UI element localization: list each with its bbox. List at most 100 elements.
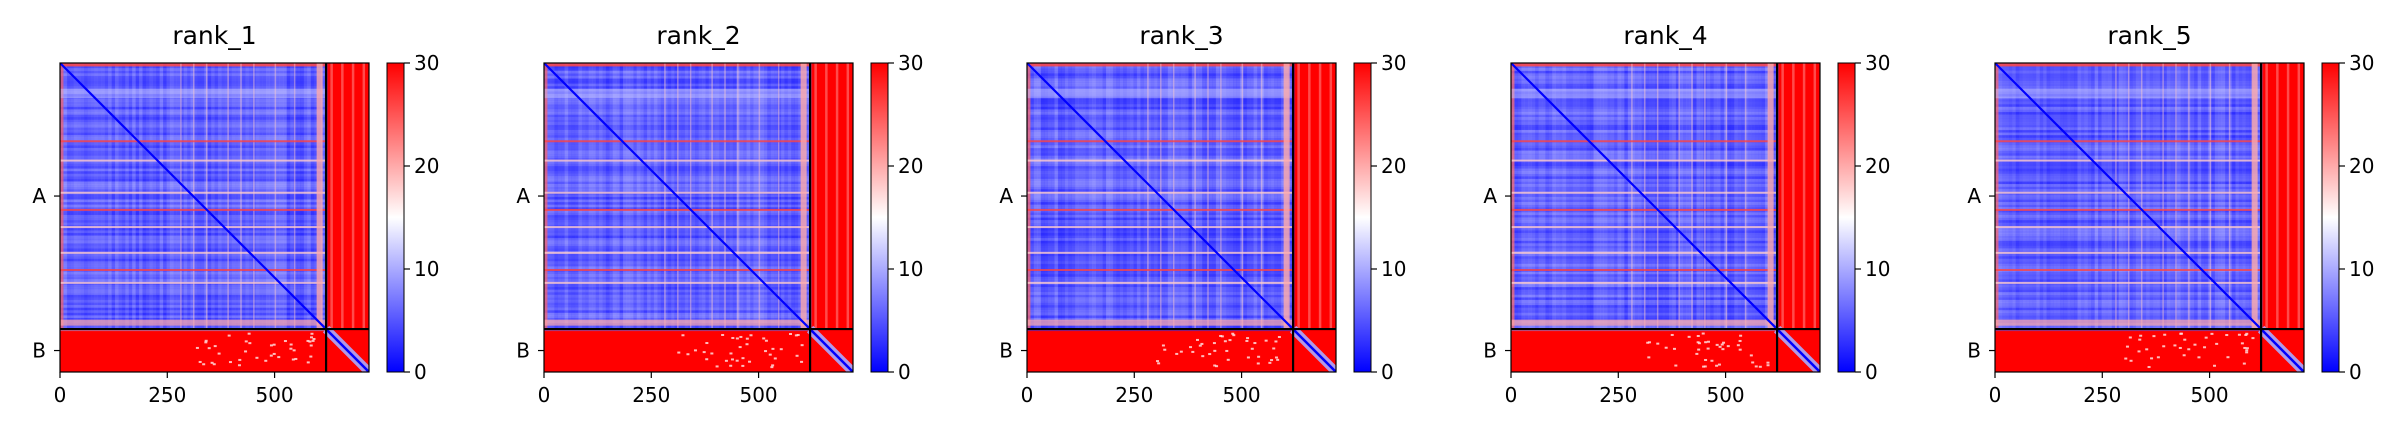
chain-a-row — [544, 284, 811, 288]
inter-dot — [2226, 356, 2230, 359]
inter-dot — [800, 360, 804, 363]
chain-a-col — [2101, 63, 2106, 330]
chain-a-row — [544, 317, 811, 321]
chain-a-col — [87, 63, 92, 330]
inter-dot — [264, 359, 268, 362]
chain-a-col — [1123, 63, 1127, 330]
chain-a-row — [1995, 325, 2262, 329]
chain-a-col — [561, 63, 565, 330]
chain-a-row — [1995, 317, 2262, 321]
chain-a-col — [2166, 63, 2171, 330]
chain-a-col — [217, 63, 222, 330]
chain-a-col — [612, 63, 617, 330]
light-row — [544, 191, 811, 194]
chain-a-row — [1995, 240, 2262, 244]
chain-a-col — [2005, 63, 2010, 330]
chain-a-col — [1246, 63, 1251, 330]
chain-a-row — [1511, 81, 1778, 84]
chain-a-row — [1511, 114, 1778, 118]
chain-a-col — [1047, 63, 1052, 330]
chain-a-col — [1531, 63, 1536, 330]
inter-dot — [1175, 352, 1179, 355]
inter-dot — [2213, 364, 2217, 367]
chain-a-row — [1995, 68, 2262, 72]
chain-a-col — [1154, 63, 1158, 330]
light-col — [664, 63, 666, 330]
diagonal-a — [60, 63, 327, 330]
chain-a-row — [60, 186, 327, 190]
chain-a-col — [142, 63, 147, 330]
chain-a-col — [1662, 63, 1666, 330]
light-row — [1027, 159, 1294, 162]
chain-a-row — [544, 129, 811, 133]
chain-a-row — [544, 83, 811, 87]
chain-a-row — [1995, 245, 2262, 249]
inter-dot — [2187, 348, 2191, 351]
chain-a-col — [1572, 63, 1577, 330]
chain-a-col — [303, 63, 308, 330]
colorbar-tick-label: 20 — [414, 154, 439, 178]
chain-a-row — [60, 230, 327, 234]
chain-a-col — [1081, 63, 1086, 330]
inter-dot — [255, 356, 259, 359]
chain-a-col — [259, 63, 263, 330]
chain-a-col — [2056, 63, 2061, 330]
chain-a-col — [114, 63, 119, 330]
chain-a-row — [1995, 96, 2262, 100]
chain-a-col — [138, 63, 143, 330]
chain-a-row — [544, 209, 811, 213]
c-term-row-band — [60, 319, 327, 326]
chain-a-row — [544, 289, 811, 293]
chain-a-row — [1511, 122, 1778, 126]
chain-a-col — [1205, 63, 1210, 330]
chain-a-col — [1257, 63, 1261, 330]
chain-a-col — [2176, 63, 2181, 330]
chain-a-row — [1995, 204, 2262, 208]
chain-a-row — [544, 166, 811, 169]
chain-a-row — [1995, 297, 2262, 301]
chain-a-row — [1511, 132, 1778, 136]
chain-a-col — [1143, 63, 1148, 330]
chain-a-row — [1995, 302, 2262, 306]
chain-a-col — [2231, 63, 2236, 330]
chain-a-row — [1511, 315, 1778, 319]
chain-a-col — [653, 63, 658, 330]
light-row — [544, 159, 811, 162]
chain-a-row — [1027, 245, 1294, 249]
chain-a-row — [60, 232, 327, 236]
chain-a-col — [574, 63, 579, 330]
chain-a-col — [1226, 63, 1230, 330]
chain-a-row — [1511, 297, 1778, 301]
chain-a-col — [1263, 63, 1268, 330]
inter-dot — [2138, 338, 2142, 341]
chain-a-row — [1027, 75, 1294, 79]
chain-a-row — [1027, 81, 1294, 84]
inter-dot — [795, 354, 799, 357]
chain-a-col — [1140, 63, 1145, 330]
chain-a-col — [1164, 63, 1169, 330]
colorbar-tick-label: 30 — [1865, 51, 1890, 75]
heatmap — [544, 63, 853, 372]
heatmap — [1995, 63, 2304, 372]
inter-dot — [289, 343, 293, 346]
chain-a-col — [1181, 63, 1186, 330]
chain-a-row — [1995, 227, 2262, 231]
chain-a-col — [1730, 63, 1735, 330]
chain-a-row — [1027, 222, 1294, 226]
chain-a-row — [1027, 93, 1294, 97]
chain-a-col — [1277, 63, 1282, 330]
chain-a-row — [60, 168, 327, 172]
inter-dot — [1751, 361, 1755, 364]
chain-a-row — [1995, 186, 2262, 190]
inter-dot — [1219, 334, 1223, 337]
inter-dot — [2197, 356, 2201, 359]
chain-a-row — [1995, 173, 2262, 177]
x-tick-label: 500 — [1222, 383, 1260, 407]
chain-a-row — [1027, 299, 1294, 303]
inter-dot — [800, 344, 804, 347]
chain-a-col — [2029, 63, 2034, 330]
chain-a-row — [544, 253, 811, 257]
inter-dot — [2242, 362, 2246, 365]
inter-dot — [2182, 354, 2186, 357]
chain-a-col — [224, 63, 229, 330]
